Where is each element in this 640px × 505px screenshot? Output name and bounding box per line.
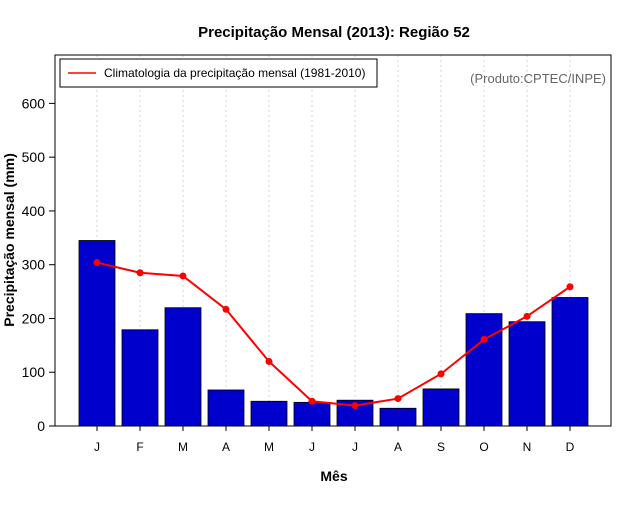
x-axis-label: Mês	[320, 468, 347, 484]
x-tick-label: M	[178, 440, 188, 454]
x-tick-label: J	[309, 440, 315, 454]
bar	[164, 307, 202, 427]
y-tick-label: 0	[37, 418, 45, 434]
y-tick-label: 300	[22, 257, 46, 273]
y-tick-label: 600	[22, 95, 46, 111]
grid-layer	[96, 55, 571, 426]
bar	[121, 329, 159, 427]
bar	[508, 321, 546, 427]
bar	[293, 401, 331, 427]
bar-layer	[78, 240, 589, 427]
x-tick-label: J	[352, 440, 358, 454]
climatology-point	[523, 312, 531, 320]
bar	[250, 400, 288, 427]
x-tick-label: A	[394, 440, 402, 454]
x-tick-label: M	[264, 440, 274, 454]
axis-layer: 0 100 200 300 400 500 600 J F M A M J J A S O N D	[22, 95, 575, 454]
climatology-point	[351, 402, 359, 410]
climatology-point	[136, 269, 144, 277]
bar	[207, 389, 245, 427]
bar	[465, 313, 503, 427]
bar	[551, 297, 589, 427]
x-tick-label: F	[136, 440, 143, 454]
legend-box	[59, 58, 378, 88]
chart-title: Precipitação Mensal (2013): Região 52	[198, 24, 470, 41]
climatology-point	[93, 259, 101, 267]
climatology-point	[222, 305, 230, 313]
x-tick-label: J	[94, 440, 100, 454]
climatology-point	[394, 395, 402, 403]
bar	[422, 388, 460, 427]
line-layer	[93, 259, 574, 410]
x-tick-label: A	[222, 440, 230, 454]
x-tick-label: S	[437, 440, 445, 454]
climatology-point	[437, 370, 445, 378]
y-tick-label: 500	[22, 149, 46, 165]
bar	[379, 407, 417, 427]
climatology-line	[96, 261, 571, 407]
y-tick-label: 400	[22, 203, 46, 219]
y-axis-label: Precipitação mensal (mm)	[1, 153, 17, 327]
legend-label: Climatologia da precipitação mensal (198…	[104, 66, 365, 80]
x-tick-label: O	[479, 440, 488, 454]
y-tick-label: 100	[22, 364, 46, 380]
plot-frame	[54, 54, 612, 427]
bar	[78, 240, 116, 427]
climatology-point	[179, 272, 187, 280]
x-tick-label: D	[566, 440, 575, 454]
credit-label: (Produto:CPTEC/INPE)	[470, 71, 606, 86]
climatology-point	[566, 283, 574, 291]
x-tick-label: N	[523, 440, 532, 454]
legend: Climatologia da precipitação mensal (198…	[59, 58, 378, 88]
climatology-point	[480, 335, 488, 343]
y-tick-label: 200	[22, 310, 46, 326]
climatology-point	[265, 357, 273, 365]
climatology-point	[308, 397, 316, 405]
